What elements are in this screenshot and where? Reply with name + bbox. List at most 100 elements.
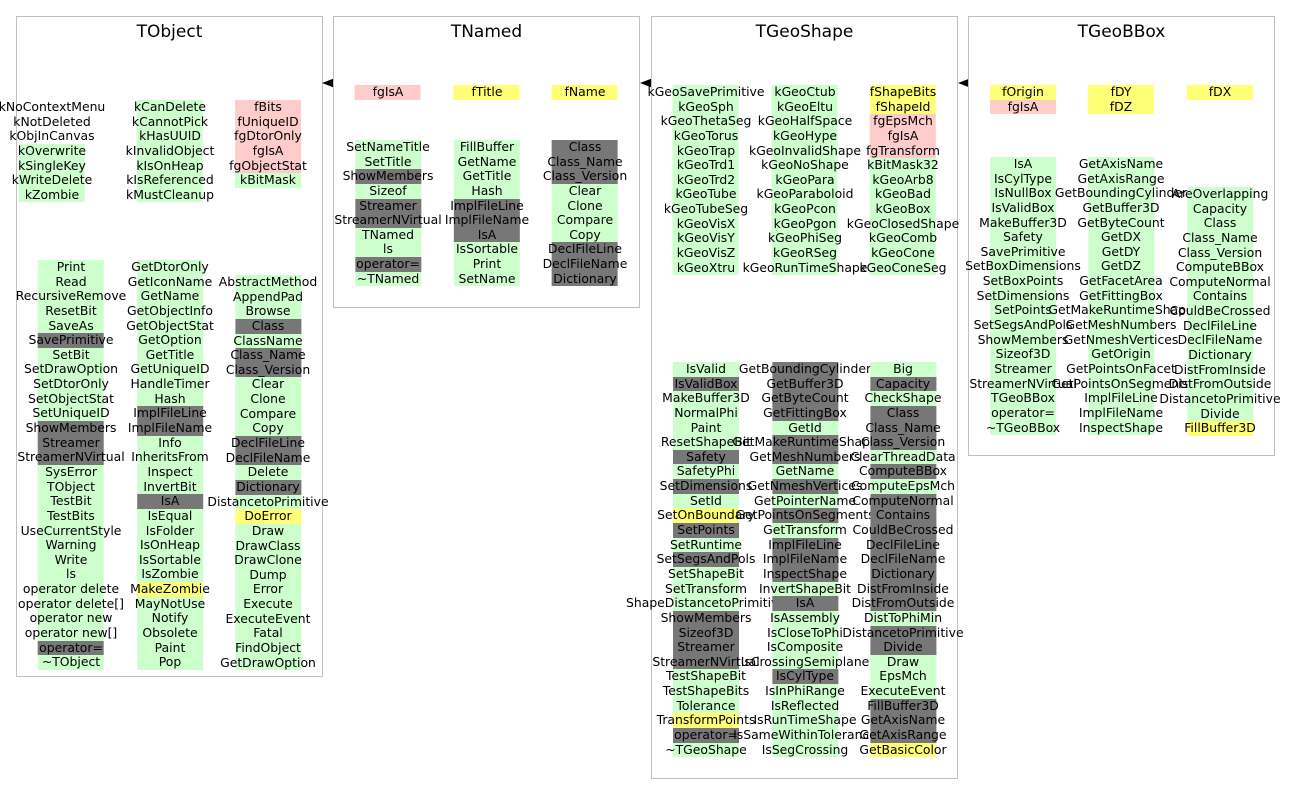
- member-item: FindObject: [235, 640, 301, 656]
- member-item: operator delete[]: [18, 595, 124, 611]
- member-item: SetPoints: [677, 522, 735, 538]
- member-item: ClassName: [233, 332, 303, 348]
- class-panel-tgeoshape: TGeoShape kGeoSavePrimitive kGeoSph kGeoTh…: [626, 16, 964, 779]
- member-item: Dictionary: [871, 565, 935, 581]
- member-item: kGeoClosedShape: [846, 215, 960, 231]
- member-item: DeclFileLine: [1183, 317, 1257, 333]
- member-item: fgDtorOnly: [234, 128, 302, 144]
- member-item: GetNmeshVertices: [747, 478, 863, 494]
- member-item: GetBuffer3D: [766, 375, 844, 391]
- member-item: GetByteCount: [761, 390, 849, 406]
- member-item: ShapeDistancetoPrimitive: [626, 595, 786, 611]
- member-item: GetOrigin: [1091, 346, 1151, 362]
- member-item: CouldBeCrossed: [852, 522, 954, 538]
- member-item: Class_Name: [230, 347, 306, 363]
- data-member-column-1: fgIsA: [373, 84, 404, 100]
- member-item: GetMeshNumbers: [749, 448, 861, 464]
- class-title: TGeoShape: [755, 22, 854, 42]
- member-item: SetShapeBit: [668, 565, 744, 581]
- member-item: Class_Version: [860, 434, 946, 450]
- member-item: fUniqueID: [237, 113, 299, 129]
- class-title: TObject: [136, 22, 203, 42]
- member-item: fgTransform: [866, 142, 940, 158]
- member-item: Hash: [154, 390, 186, 406]
- method-column-1: IsValid IsValidBox MakeBuffer3D NormalPhi Pa…: [626, 361, 786, 757]
- member-item: MakeZombie: [130, 581, 210, 597]
- member-item: fName: [564, 84, 606, 99]
- member-item: SetTitle: [364, 153, 412, 169]
- member-item: SafetyPhi: [676, 463, 736, 479]
- member-item: Dictionary: [553, 270, 617, 286]
- class-panel-tobject: TObject kNoContextMenu kNotDeleted kObjInC…: [0, 16, 329, 677]
- member-item: GetObjectInfo: [127, 302, 213, 318]
- member-item: DeclFileLine: [548, 241, 622, 257]
- member-item: GetFittingBox: [1079, 287, 1163, 303]
- inheritance-arrow-icon: [958, 78, 971, 88]
- member-item: SetDrawOption: [23, 361, 119, 377]
- member-item: kIsOnHeap: [136, 157, 204, 173]
- member-item: SetBoxPoints: [982, 273, 1064, 289]
- member-item: Divide: [883, 639, 923, 655]
- member-item: fgObjectStat: [229, 157, 307, 173]
- member-item: GetIconName: [127, 273, 213, 289]
- member-item: ~TGeoShape: [665, 741, 747, 757]
- member-item: Class: [251, 317, 285, 333]
- member-item: GetAxisRange: [859, 727, 947, 743]
- member-item: TObject: [47, 478, 95, 494]
- member-item: DeclFileLine: [866, 536, 940, 552]
- method-column-2: FillBuffer GetName GetTitle Hash ImplFileLin…: [445, 139, 529, 286]
- member-item: kGeoTube: [675, 186, 737, 202]
- member-item: TestBit: [50, 493, 92, 509]
- member-item: GetPointsOnSegments: [1051, 375, 1191, 391]
- member-item: IsValidBox: [674, 375, 738, 391]
- member-item: DoError: [244, 508, 292, 524]
- member-item: GetTitle: [462, 168, 512, 184]
- member-item: Clear: [251, 376, 285, 392]
- member-item: kGeoThetaSeg: [660, 113, 752, 129]
- member-item: GetTitle: [145, 346, 195, 362]
- member-item: kNotDeleted: [13, 113, 91, 129]
- member-item: IsEqual: [147, 507, 193, 523]
- member-item: Class_Name: [1182, 229, 1258, 245]
- member-item: DrawClass: [235, 537, 301, 553]
- member-item: DistancetoPrimitive: [207, 493, 329, 509]
- member-item: SetUniqueID: [32, 405, 110, 421]
- member-item: ImplFileLine: [1084, 390, 1158, 406]
- member-item: Dictionary: [236, 478, 300, 494]
- member-item: GetUniqueID: [130, 361, 210, 377]
- member-item: kBitMask: [240, 172, 296, 188]
- member-item: kGeoSph: [678, 98, 734, 114]
- class-title: TNamed: [450, 22, 523, 42]
- member-item: fBits: [254, 99, 282, 114]
- member-item: DeclFileName: [225, 449, 311, 465]
- enum-column-1: kGeoSavePrimitive kGeoSph kGeoThetaSeg kGeo…: [648, 84, 765, 275]
- member-item: ~TObject: [41, 654, 101, 670]
- member-item: ~TNamed: [356, 270, 420, 286]
- enum-column-3: fShapeBits fShapeId fgEpsMch fgIsA fgTransfo…: [846, 84, 960, 275]
- member-item: InspectShape: [1079, 419, 1163, 435]
- member-item: Class_Name: [547, 153, 623, 169]
- member-item: SaveAs: [48, 317, 94, 333]
- member-item: ls: [66, 566, 76, 582]
- method-column-3: Class Class_Name Class_Version Clear Clone Co…: [543, 139, 628, 286]
- member-item: kGeoCtub: [774, 84, 836, 99]
- member-item: kObjInCanvas: [9, 128, 95, 144]
- member-item: TNamed: [362, 226, 414, 242]
- class-panel-tgeobbox: TGeoBBox fOrigin fgIsA fDY fDZ fDX IsA IsCy…: [965, 16, 1281, 456]
- member-item: IsCylType: [776, 668, 834, 684]
- member-item: kGeoBad: [875, 186, 931, 202]
- member-item: GetDY: [1101, 243, 1141, 259]
- member-item: operator new: [29, 610, 113, 626]
- member-item: SetDimensions: [659, 478, 753, 494]
- member-item: kOverwrite: [17, 142, 87, 158]
- member-item: SavePrimitive: [980, 243, 1066, 259]
- member-item: Read: [55, 273, 87, 289]
- member-item: SetOnBoundary: [657, 507, 755, 523]
- member-item: operator=: [674, 727, 738, 743]
- member-item: GetName: [140, 288, 200, 304]
- member-item: IsReflected: [770, 697, 840, 713]
- member-item: fgIsA: [252, 142, 284, 158]
- member-item: SetBoxDimensions: [965, 258, 1081, 274]
- member-item: IsCylType: [993, 170, 1052, 186]
- member-item: IsInPhiRange: [765, 683, 845, 699]
